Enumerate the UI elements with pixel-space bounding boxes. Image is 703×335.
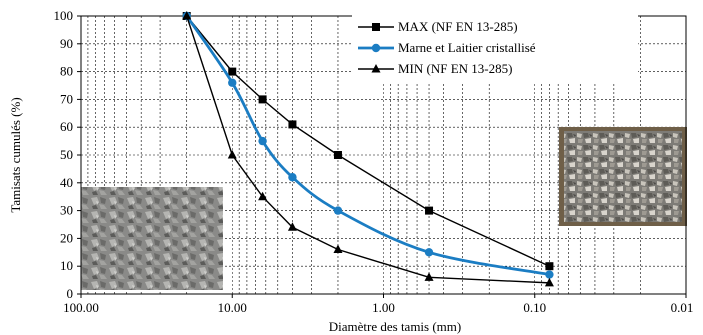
data-point [258,95,267,104]
y-tick-label: 40 [60,175,73,190]
data-point [228,67,237,76]
series-group [182,11,554,287]
x-tick-label: 100.00 [63,300,99,315]
y-tick-label: 70 [60,91,73,106]
x-tick-label: 0.01 [671,300,694,315]
y-tick-label: 20 [60,230,73,245]
data-point [425,206,434,215]
data-point [545,262,554,271]
data-point [288,173,297,182]
data-point [227,150,237,159]
data-point [424,248,434,257]
legend-item: Marne et Laitier cristallisé [358,40,536,55]
legend-label: MAX (NF EN 13-285) [398,19,518,34]
gravel-photo-right [559,127,687,226]
y-axis-title: Tamisats cumulés (%) [8,97,23,212]
tick-labels: 0 10 20 30 40 50 60 70 80 90 100 100.00 10.00 1.00 0.1… [54,8,694,315]
y-tick-label: 80 [60,64,73,79]
data-point [333,151,342,159]
legend: MAX (NF EN 13-285) Marne et Laitier crist… [352,15,638,82]
data-point [287,222,297,231]
legend-item: MAX (NF EN 13-285) [358,19,518,34]
legend-marker [371,64,381,73]
legend-item: MIN (NF EN 13-285) [358,61,512,76]
data-point [182,11,192,20]
legend-marker [372,23,380,31]
y-tick-label: 100 [54,8,74,23]
data-point [288,120,297,129]
data-point [258,191,268,201]
data-point [333,206,343,215]
legend-label: MIN (NF EN 13-285) [398,61,512,76]
gravel-photo-left [81,187,223,290]
y-tick-label: 50 [60,147,73,162]
x-axis-title: Diamètre des tamis (mm) [329,319,462,334]
y-tick-label: 0 [67,286,74,301]
y-tick-label: 90 [60,36,73,51]
x-tick-label: 10.00 [218,300,247,315]
y-tick-label: 10 [60,258,73,273]
y-tick-label: 30 [60,203,73,218]
series-triangle [182,11,554,287]
data-point [258,136,267,146]
x-tick-label: 0.10 [523,300,546,315]
data-point [333,244,343,254]
data-point [228,78,237,87]
data-point [544,277,554,287]
data-point [545,270,554,279]
data-point [424,272,434,281]
y-tick-label: 60 [60,119,73,134]
legend-marker [371,43,381,53]
x-tick-label: 1.00 [372,300,395,315]
legend-label: Marne et Laitier cristallisé [398,40,536,55]
